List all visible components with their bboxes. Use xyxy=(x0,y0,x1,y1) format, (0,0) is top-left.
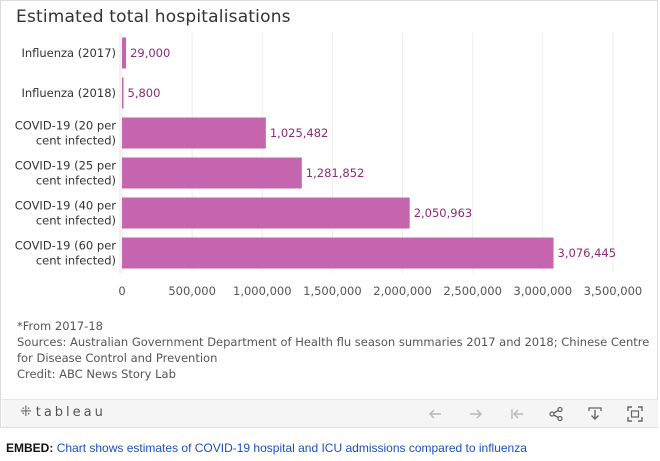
x-tick-label: 2,000,000 xyxy=(373,284,432,298)
tableau-toolbar: ⁜ tableau xyxy=(2,399,658,427)
tableau-logo-icon: ⁜ xyxy=(20,404,32,420)
bar xyxy=(122,197,410,229)
category-label-line: Influenza (2017) xyxy=(21,46,116,60)
category-label-line: COVID-19 (25 per xyxy=(15,159,117,173)
download-icon[interactable] xyxy=(584,403,606,425)
x-tick-label: 1,000,000 xyxy=(233,284,292,298)
chart-notes: *From 2017-18 Sources: Australian Govern… xyxy=(17,318,650,382)
sources-line-1: Sources: Australian Government Departmen… xyxy=(17,335,650,349)
x-tick-label: 3,500,000 xyxy=(584,284,643,298)
category-label-line: cent infected) xyxy=(36,214,116,228)
category-label-line: cent infected) xyxy=(36,134,116,148)
redo-icon[interactable] xyxy=(465,403,487,425)
tableau-logo[interactable]: ⁜ tableau xyxy=(20,404,106,420)
x-tick-label: 2,500,000 xyxy=(443,284,502,298)
value-label: 1,025,482 xyxy=(270,126,329,140)
value-label: 1,281,852 xyxy=(306,166,365,180)
embed-label: EMBED: xyxy=(6,441,54,455)
credit: Credit: ABC News Story Lab xyxy=(17,367,176,381)
embed-caption: EMBED: Chart shows estimates of COVID-19… xyxy=(6,441,527,455)
fullscreen-icon[interactable] xyxy=(624,403,646,425)
category-label-line: COVID-19 (60 per xyxy=(15,239,117,253)
category-label-line: cent infected) xyxy=(36,174,116,188)
chart-title: Estimated total hospitalisations xyxy=(16,7,291,27)
value-label: 29,000 xyxy=(130,46,170,60)
sources-line-2: for Disease Control and Prevention xyxy=(17,351,218,365)
category-label-line: cent infected) xyxy=(36,254,116,268)
value-label: 5,800 xyxy=(128,86,161,100)
bar-chart: 0 500,000 1,000,000 1,500,000 2,000,000 2,500… xyxy=(15,33,643,298)
category-label: COVID-19 (20 per cent infected) xyxy=(15,119,117,148)
revert-icon[interactable] xyxy=(506,403,528,425)
category-label-line: Influenza (2018) xyxy=(21,86,116,100)
category-label: Influenza (2017) xyxy=(21,46,116,60)
x-tick-label: 1,500,000 xyxy=(303,284,362,298)
viz-frame: Estimated total hospitalisations 0 500,00… xyxy=(0,0,658,428)
x-tick-label: 500,000 xyxy=(168,284,216,298)
undo-icon[interactable] xyxy=(424,403,446,425)
value-label: 3,076,445 xyxy=(558,246,617,260)
x-tick-label: 3,000,000 xyxy=(514,284,573,298)
bar xyxy=(122,157,302,189)
footnote: *From 2017-18 xyxy=(17,319,103,333)
bar xyxy=(122,37,127,69)
value-label: 2,050,963 xyxy=(414,206,473,220)
embed-link[interactable]: Chart shows estimates of COVID-19 hospit… xyxy=(56,441,527,455)
share-icon[interactable] xyxy=(545,403,567,425)
bar xyxy=(122,237,554,269)
x-tick-label: 0 xyxy=(118,284,125,298)
category-label: COVID-19 (40 per cent infected) xyxy=(15,199,117,228)
category-label-line: COVID-19 (40 per xyxy=(15,199,117,213)
tableau-brand-text: tableau xyxy=(35,404,106,420)
category-label: COVID-19 (60 per cent infected) xyxy=(15,239,117,268)
category-label: COVID-19 (25 per cent infected) xyxy=(15,159,117,188)
bar xyxy=(122,77,124,109)
category-label: Influenza (2018) xyxy=(21,86,116,100)
category-label-line: COVID-19 (20 per xyxy=(15,119,117,133)
bar xyxy=(122,117,266,149)
